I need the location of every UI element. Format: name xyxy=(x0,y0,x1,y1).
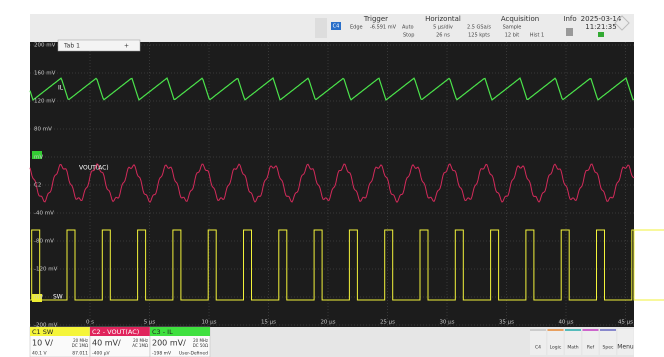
menu-button[interactable] xyxy=(530,329,546,355)
horizontal-title[interactable]: Horizontal xyxy=(425,15,461,23)
trigger-source: C4 xyxy=(333,24,340,30)
channel-bandwidth: 20 MHz xyxy=(193,338,208,343)
acquisition-title[interactable]: Acquisition xyxy=(501,15,539,23)
channel-scale: 200 mV/ xyxy=(152,339,186,348)
x-label: 15 µs xyxy=(261,320,276,326)
horizontal-scale: 5 µs/div xyxy=(433,25,453,31)
trigger-sweep: Auto xyxy=(402,25,414,31)
y-label: -80 mV xyxy=(34,239,54,245)
tab-add[interactable]: + xyxy=(124,43,129,50)
y-label: C2 xyxy=(34,183,41,189)
trace-il xyxy=(29,76,635,102)
x-label: 30 µs xyxy=(439,320,454,326)
x-label: 0 s xyxy=(86,320,94,326)
plot-area xyxy=(30,42,634,327)
horizontal-position: 26 ns xyxy=(436,33,450,39)
y-label: -40 mV xyxy=(34,211,54,217)
channel-name: C3 - IL xyxy=(152,328,173,336)
button-color xyxy=(530,329,546,331)
button-label[interactable]: Logic xyxy=(550,345,562,351)
info-title[interactable]: Info xyxy=(563,15,576,23)
channel-bandwidth: 20 MHz xyxy=(73,338,88,343)
channel-offset: -198 mV xyxy=(152,351,172,357)
logo xyxy=(614,15,630,31)
x-label: 20 µs xyxy=(320,320,335,326)
y-label: -120 mV xyxy=(34,267,58,273)
channel-scale: 10 V/ xyxy=(32,339,53,348)
trace-vout xyxy=(29,163,635,204)
acquisition-bits: 12 bit xyxy=(505,33,520,39)
button-label[interactable]: Spec xyxy=(603,345,614,351)
channel-coupling: DC 1MΩ xyxy=(72,343,88,348)
channel-coupling: AC 1MΩ xyxy=(132,343,148,348)
channel-marker xyxy=(32,294,42,302)
channel-extra: User-Defined xyxy=(179,351,208,357)
button-label[interactable]: Math xyxy=(567,345,578,351)
channel-offset: 40.1 V xyxy=(32,351,47,357)
trigger-state: Stop xyxy=(403,33,414,39)
channel-offset: -400 µV xyxy=(92,351,111,357)
trace-label: VOUT(AC) xyxy=(79,165,109,172)
channel-scale: 40 mV/ xyxy=(92,339,121,348)
y-label: -200 mV xyxy=(34,323,58,329)
settings-button[interactable] xyxy=(315,18,327,38)
info-icon xyxy=(566,28,573,36)
sample-rate: 2.5 GSa/s xyxy=(467,25,491,31)
x-label: 40 µs xyxy=(558,320,573,326)
channel-header[interactable] xyxy=(90,327,150,336)
channel-header[interactable] xyxy=(150,327,210,336)
y-label: 80 mV xyxy=(34,127,52,133)
acquisition-mode: Sample xyxy=(503,25,522,31)
x-label: 10 µs xyxy=(201,320,216,326)
y-label: mV xyxy=(34,295,43,301)
acquisition-hist: Hist 1 xyxy=(530,33,545,39)
button-label[interactable]: Ref xyxy=(587,345,595,351)
trace-label: IL xyxy=(58,85,64,92)
x-label: 45 µs xyxy=(618,320,633,326)
trigger-source-badge xyxy=(331,22,341,30)
button-color xyxy=(565,329,581,331)
time: 11:21:35 xyxy=(585,23,616,31)
menu-button[interactable] xyxy=(600,329,616,355)
menu-button[interactable] xyxy=(582,329,599,355)
date: 2025-03-14 xyxy=(581,15,622,23)
y-label: 160 mV xyxy=(34,71,56,77)
x-label: 5 µs xyxy=(144,320,156,326)
trigger-mode: Edge xyxy=(350,25,363,31)
channel-marker xyxy=(32,151,42,159)
button-label[interactable]: C4 xyxy=(535,345,541,351)
button-color xyxy=(600,329,616,331)
trigger-level: -6.591 mV xyxy=(370,25,397,31)
menu-button[interactable] xyxy=(617,329,634,355)
channel-name: C2 - VOUT(AC) xyxy=(92,328,139,336)
trigger-title[interactable]: Trigger xyxy=(363,15,388,23)
y-label: 200 mV xyxy=(34,43,56,49)
menu-button[interactable] xyxy=(565,329,581,355)
trace-label: SW xyxy=(53,294,63,301)
x-label: 35 µs xyxy=(499,320,514,326)
channel-coupling: DC 50Ω xyxy=(193,343,208,348)
button-color xyxy=(582,329,599,331)
record-length: 125 kpts xyxy=(468,33,490,39)
trace-sw xyxy=(30,229,664,301)
channel-header[interactable] xyxy=(30,327,90,336)
tab[interactable] xyxy=(57,39,141,52)
button-label[interactable]: Menu xyxy=(617,344,634,351)
menu-button[interactable] xyxy=(547,329,564,355)
y-label: 120 mV xyxy=(34,99,56,105)
button-color xyxy=(547,329,564,331)
channel-bandwidth: 20 MHz xyxy=(133,338,148,343)
tab-label[interactable]: Tab 1 xyxy=(63,43,80,50)
network-icon xyxy=(598,32,604,37)
x-label: 25 µs xyxy=(380,320,395,326)
channel-extra: 87.011 xyxy=(72,351,88,357)
y-label: mV xyxy=(34,155,43,161)
channel-name: C1 SW xyxy=(32,328,54,336)
